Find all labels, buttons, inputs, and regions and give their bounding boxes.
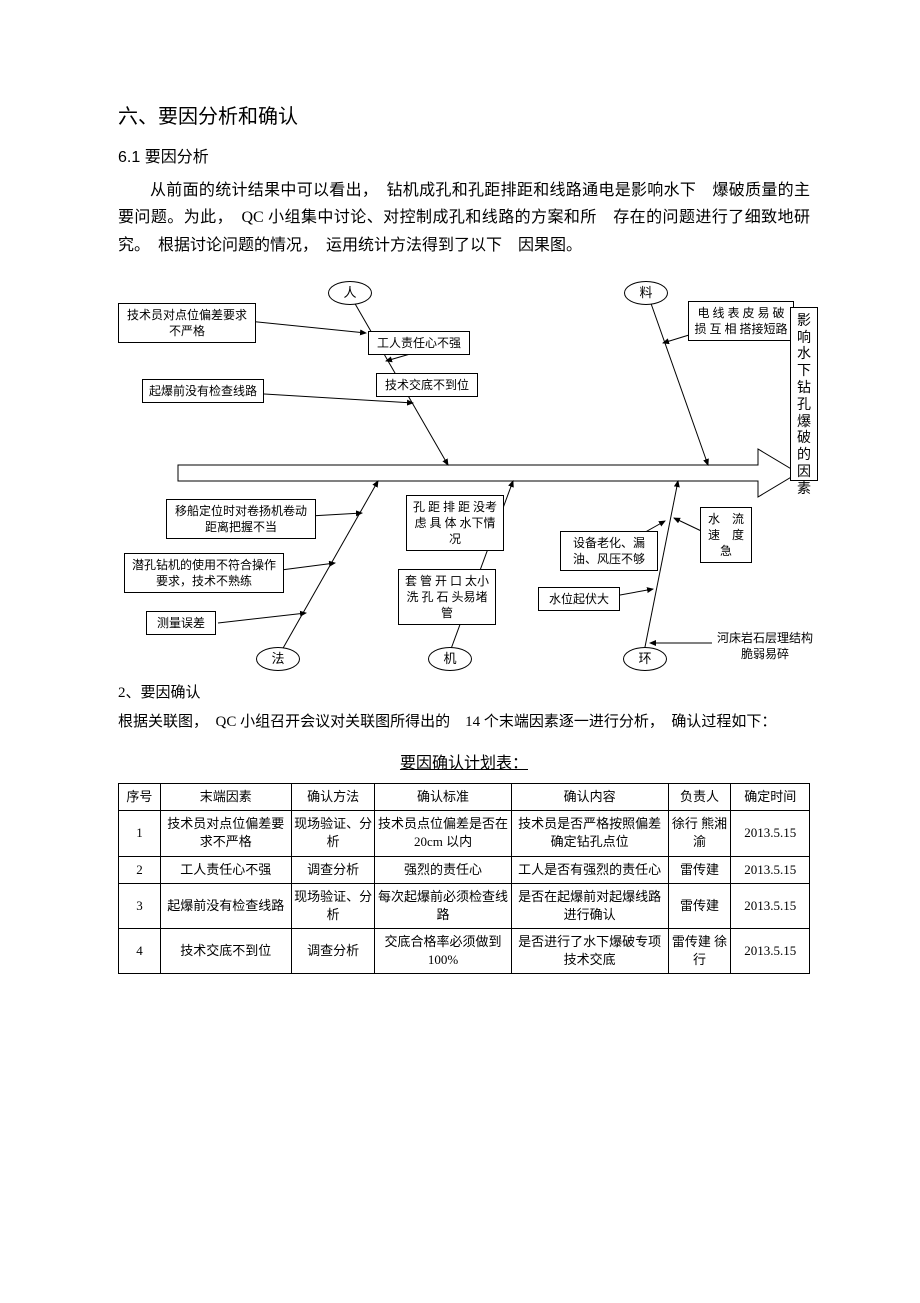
factor-box: 套 管 开 口 太小 洗 孔 石 头易堵管 bbox=[398, 569, 496, 626]
table-header-row: 序号 末端因素 确认方法 确认标准 确认内容 负责人 确定时间 bbox=[119, 783, 810, 810]
td: 起爆前没有检查线路 bbox=[160, 883, 291, 928]
factor-box: 工人责任心不强 bbox=[368, 331, 470, 355]
td: 现场验证、分析 bbox=[291, 883, 375, 928]
paragraph-2: 根据关联图， QC 小组召开会议对关联图所得出的 14 个末端因素逐一进行分析，… bbox=[118, 710, 810, 736]
td: 2013.5.15 bbox=[731, 856, 810, 883]
td: 工人责任心不强 bbox=[160, 856, 291, 883]
th: 确认内容 bbox=[511, 783, 668, 810]
category-liao: 料 bbox=[624, 281, 668, 305]
table-row: 4技术交底不到位调查分析交底合格率必须做到100%是否进行了水下爆破专项技术交底… bbox=[119, 929, 810, 974]
th: 确认标准 bbox=[375, 783, 511, 810]
category-ji: 机 bbox=[428, 647, 472, 671]
th: 序号 bbox=[119, 783, 161, 810]
td: 4 bbox=[119, 929, 161, 974]
confirmation-plan-table: 序号 末端因素 确认方法 确认标准 确认内容 负责人 确定时间 1技术员对点位偏… bbox=[118, 783, 810, 975]
factor-box: 技术交底不到位 bbox=[376, 373, 478, 397]
td: 是否在起爆前对起爆线路进行确认 bbox=[511, 883, 668, 928]
table-row: 1技术员对点位偏差要 求不严格现场验证、分析技术员点位偏差是否在 20cm 以内… bbox=[119, 811, 810, 856]
td: 调查分析 bbox=[291, 929, 375, 974]
sub2-text: 要因确认 bbox=[141, 685, 201, 701]
td: 2013.5.15 bbox=[731, 811, 810, 856]
td: 1 bbox=[119, 811, 161, 856]
factor-box: 移船定位时对卷扬机卷动距离把握不当 bbox=[166, 499, 316, 539]
category-ren: 人 bbox=[328, 281, 372, 305]
sub2-num: 2、 bbox=[118, 685, 141, 701]
category-huan: 环 bbox=[623, 647, 667, 671]
td: 调查分析 bbox=[291, 856, 375, 883]
intro-paragraph: 从前面的统计结果中可以看出， 钻机成孔和孔距排距和线路通电是影响水下 爆破质量的… bbox=[118, 177, 810, 259]
fishbone-diagram: 人 料 法 机 环 技术员对点位偏差要求不严格 起爆前没有检查线路 工人责任心不… bbox=[118, 273, 813, 673]
factor-box: 孔 距 排 距 没考 虑 具 体 水下情况 bbox=[406, 495, 504, 552]
factor-box: 设备老化、漏油、风压不够 bbox=[560, 531, 658, 571]
subheading-2: 2、要因确认 bbox=[118, 681, 810, 707]
td: 是否进行了水下爆破专项技术交底 bbox=[511, 929, 668, 974]
th: 确定时间 bbox=[731, 783, 810, 810]
factor-box: 潜孔钻机的使用不符合操作要求，技术不熟练 bbox=[124, 553, 284, 593]
td: 技术员对点位偏差要 求不严格 bbox=[160, 811, 291, 856]
td: 雷传建 徐行 bbox=[668, 929, 731, 974]
factor-text: 河床岩石层理结构脆弱易碎 bbox=[712, 627, 818, 665]
th: 负责人 bbox=[668, 783, 731, 810]
section-heading: 六、要因分析和确认 bbox=[118, 100, 810, 134]
factor-box: 水位起伏大 bbox=[538, 587, 620, 611]
result-scroll: 影响水下钻孔爆破的因素 bbox=[790, 307, 818, 481]
td: 3 bbox=[119, 883, 161, 928]
factor-box: 电 线 表 皮 易 破 损 互 相 搭接短路 bbox=[688, 301, 794, 341]
td: 技术员是否严格按照偏差确定钻孔点位 bbox=[511, 811, 668, 856]
category-fa: 法 bbox=[256, 647, 300, 671]
table-title: 要因确认计划表： bbox=[118, 750, 810, 777]
td: 雷传建 bbox=[668, 856, 731, 883]
td: 交底合格率必须做到100% bbox=[375, 929, 511, 974]
table-row: 3起爆前没有检查线路现场验证、分析每次起爆前必须检查线路是否在起爆前对起爆线路进… bbox=[119, 883, 810, 928]
table-row: 2工人责任心不强调查分析强烈的责任心工人是否有强烈的责任心雷传建2013.5.1… bbox=[119, 856, 810, 883]
factor-box: 测量误差 bbox=[146, 611, 216, 635]
td: 强烈的责任心 bbox=[375, 856, 511, 883]
td: 技术员点位偏差是否在 20cm 以内 bbox=[375, 811, 511, 856]
td: 徐行 熊湘渝 bbox=[668, 811, 731, 856]
td: 2 bbox=[119, 856, 161, 883]
th: 末端因素 bbox=[160, 783, 291, 810]
factor-box: 起爆前没有检查线路 bbox=[142, 379, 264, 403]
th: 确认方法 bbox=[291, 783, 375, 810]
factor-box: 水 流速 度急 bbox=[700, 507, 752, 564]
subsection-heading: 6.1 要因分析 bbox=[118, 144, 810, 171]
td: 每次起爆前必须检查线路 bbox=[375, 883, 511, 928]
td: 2013.5.15 bbox=[731, 929, 810, 974]
factor-box: 技术员对点位偏差要求不严格 bbox=[118, 303, 256, 343]
td: 2013.5.15 bbox=[731, 883, 810, 928]
td: 雷传建 bbox=[668, 883, 731, 928]
td: 现场验证、分析 bbox=[291, 811, 375, 856]
td: 技术交底不到位 bbox=[160, 929, 291, 974]
td: 工人是否有强烈的责任心 bbox=[511, 856, 668, 883]
